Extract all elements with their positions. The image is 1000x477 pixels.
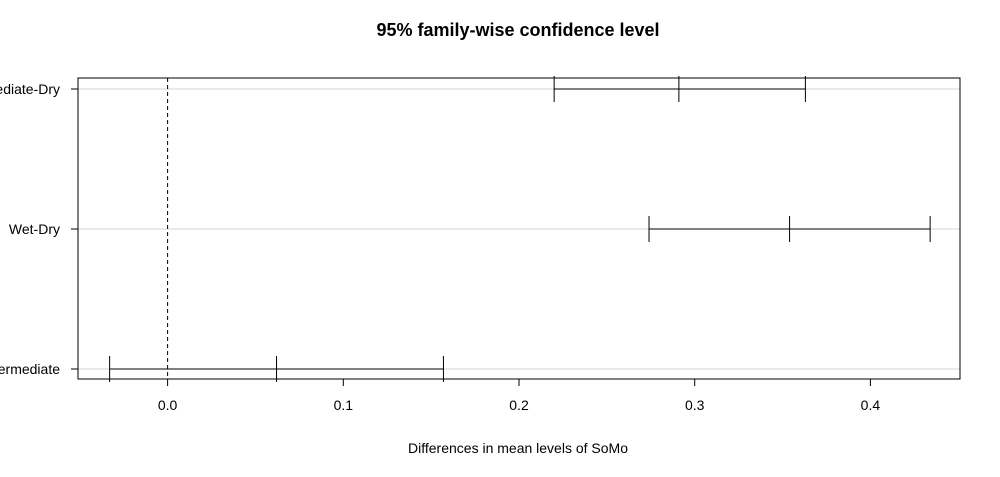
x-tick-label: 0.0 xyxy=(158,397,178,413)
y-axis: Intermediate-Dry Wet-Dry Wet-Intermediate xyxy=(0,81,79,377)
x-tick-label: 0.3 xyxy=(685,397,705,413)
x-axis: 0.0 0.1 0.2 0.3 0.4 xyxy=(158,378,881,413)
x-tick-label: 0.2 xyxy=(509,397,529,413)
x-tick-label: 0.1 xyxy=(334,397,354,413)
y-tick-label: Intermediate-Dry xyxy=(0,81,60,97)
bars-layer xyxy=(109,76,931,382)
interval-wet-intermediate xyxy=(109,356,444,382)
x-axis-label: Differences in mean levels of SoMo xyxy=(408,440,628,456)
x-tick-label: 0.4 xyxy=(861,397,881,413)
chart-title: 95% family-wise confidence level xyxy=(376,20,659,40)
y-tick-label: Wet-Intermediate xyxy=(0,361,60,377)
interval-wet-dry xyxy=(648,216,931,242)
y-tick-label: Wet-Dry xyxy=(9,221,60,237)
interval-intermediate-dry xyxy=(553,76,806,102)
